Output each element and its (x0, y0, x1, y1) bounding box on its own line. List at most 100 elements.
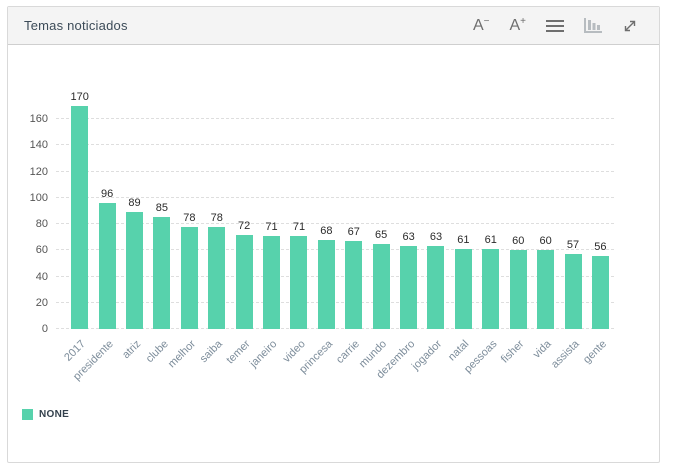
bar-slot: 63 (395, 231, 422, 329)
bar-pessoas[interactable] (482, 248, 500, 329)
bar-assista[interactable] (564, 254, 582, 329)
bar-slot: 63 (422, 231, 449, 329)
bar-janeiro[interactable] (263, 235, 281, 329)
panel-title: Temas noticiados (24, 18, 128, 33)
bar-value-label: 78 (210, 211, 223, 224)
bar-temer[interactable] (235, 234, 253, 329)
bar-slot: 61 (477, 234, 504, 329)
bar-value-label: 56 (594, 240, 607, 253)
font-decrease-button[interactable]: A − (470, 16, 493, 36)
bar-value-label: 63 (429, 231, 443, 244)
plus-icon: + (520, 15, 526, 27)
bar-value-label: 63 (402, 231, 415, 244)
gridline (56, 118, 614, 119)
bar-melhor[interactable] (180, 226, 198, 329)
bar-saiba[interactable] (208, 226, 226, 329)
gridline (56, 170, 614, 172)
bar-slot: 60 (505, 235, 532, 329)
x-axis-label: atriz (119, 338, 143, 362)
bar-slot: 71 (285, 221, 312, 329)
x-axis-label: janeiro (248, 338, 280, 370)
legend-label: NONE (39, 409, 70, 420)
bar-natal[interactable] (454, 248, 472, 329)
bar-slot: 65 (367, 229, 394, 329)
bar-slot: 96 (93, 188, 120, 329)
bar-clube[interactable] (153, 217, 171, 329)
x-axis-label: fisher (499, 338, 527, 366)
bar-slot: 71 (258, 221, 285, 329)
panel-header: Temas noticiados A − A + (8, 7, 659, 45)
bar-value-label: 61 (484, 233, 497, 246)
bar-value-label: 60 (512, 235, 525, 248)
x-axis-label: saiba (198, 338, 226, 366)
bars-row: 170 96 89 85 78 78 72 71 71 68 67 65 63 63 61 61 60 60 57 5… (66, 81, 614, 329)
bar-value-label: 170 (70, 90, 89, 103)
x-axis-label: assista (548, 338, 582, 371)
bar-slot: 170 (66, 91, 93, 329)
toolbar: A − A + (470, 16, 641, 36)
minus-icon: − (483, 15, 490, 27)
bar-value-label: 61 (457, 233, 470, 246)
gridline (56, 223, 614, 224)
bar-slot: 85 (148, 202, 175, 329)
bar-value-label: 89 (128, 197, 141, 210)
bar-slot: 72 (230, 220, 257, 329)
y-axis-tick-label: 0 (41, 323, 48, 335)
bar-value-label: 65 (375, 228, 388, 241)
x-axis-label: jogador (409, 338, 445, 373)
gridline (56, 301, 614, 303)
bar-carrie[interactable] (345, 241, 363, 329)
bar-chart-plot: 0 20 40 60 80 100 120 140 160 170 96 89 85 78 78 72 71 71… (30, 81, 614, 383)
bar-slot: 60 (532, 235, 559, 329)
bar-slot: 78 (176, 212, 203, 329)
bar-atriz[interactable] (126, 212, 144, 329)
bar-presidente[interactable] (98, 203, 116, 329)
bar-2017[interactable] (71, 105, 89, 329)
gridline (56, 328, 614, 329)
x-axis-label: melhor (165, 338, 198, 371)
y-axis-tick-label: 60 (35, 244, 48, 257)
font-increase-button[interactable]: A + (506, 16, 529, 36)
bar-slot: 61 (450, 234, 477, 329)
chart-container: 0 20 40 60 80 100 120 140 160 170 96 89 85 78 78 72 71 71… (8, 81, 659, 420)
y-axis-tick-label: 80 (35, 218, 48, 230)
font-increase-letter: A (509, 16, 521, 34)
list-view-button[interactable] (543, 17, 567, 35)
y-axis-tick-label: 160 (29, 113, 48, 125)
expand-button[interactable] (619, 16, 641, 36)
bar-value-label: 78 (183, 211, 196, 224)
legend-swatch (22, 409, 33, 420)
bar-dezembro[interactable] (400, 246, 418, 329)
expand-icon (622, 18, 638, 34)
bar-video[interactable] (290, 235, 308, 329)
bar-vida[interactable] (537, 250, 555, 329)
bar-princesa[interactable] (317, 239, 335, 329)
bar-slot: 67 (340, 226, 367, 329)
bar-value-label: 67 (347, 226, 360, 239)
gridline (56, 196, 614, 198)
bar-chart-view-button[interactable] (581, 16, 605, 35)
bar-slot: 56 (587, 240, 614, 329)
bar-value-label: 57 (566, 239, 580, 252)
panel-card: Temas noticiados A − A + (7, 6, 660, 463)
legend-entry[interactable]: NONE (22, 409, 69, 420)
bar-jogador[interactable] (427, 246, 445, 329)
bar-value-label: 60 (539, 235, 552, 248)
bar-fisher[interactable] (509, 250, 527, 329)
y-axis-tick-label: 140 (29, 139, 48, 152)
bar-value-label: 96 (100, 188, 114, 200)
gridline (56, 249, 614, 251)
bar-slot: 78 (203, 212, 230, 329)
bar-gente[interactable] (591, 255, 609, 329)
y-axis-tick-label: 40 (35, 270, 48, 283)
bar-slot: 57 (559, 239, 586, 329)
x-axis-labels: 2017 presidente atriz clube melhor saiba temer… (62, 329, 614, 391)
bar-value-label: 71 (265, 220, 278, 233)
bar-value-label: 68 (320, 224, 333, 237)
bar-mundo[interactable] (372, 243, 390, 329)
bar-value-label: 71 (292, 220, 306, 233)
gridline (56, 144, 614, 146)
bar-slot: 68 (313, 225, 340, 329)
y-axis-tick-label: 20 (35, 296, 48, 309)
font-decrease-letter: A (472, 16, 484, 34)
